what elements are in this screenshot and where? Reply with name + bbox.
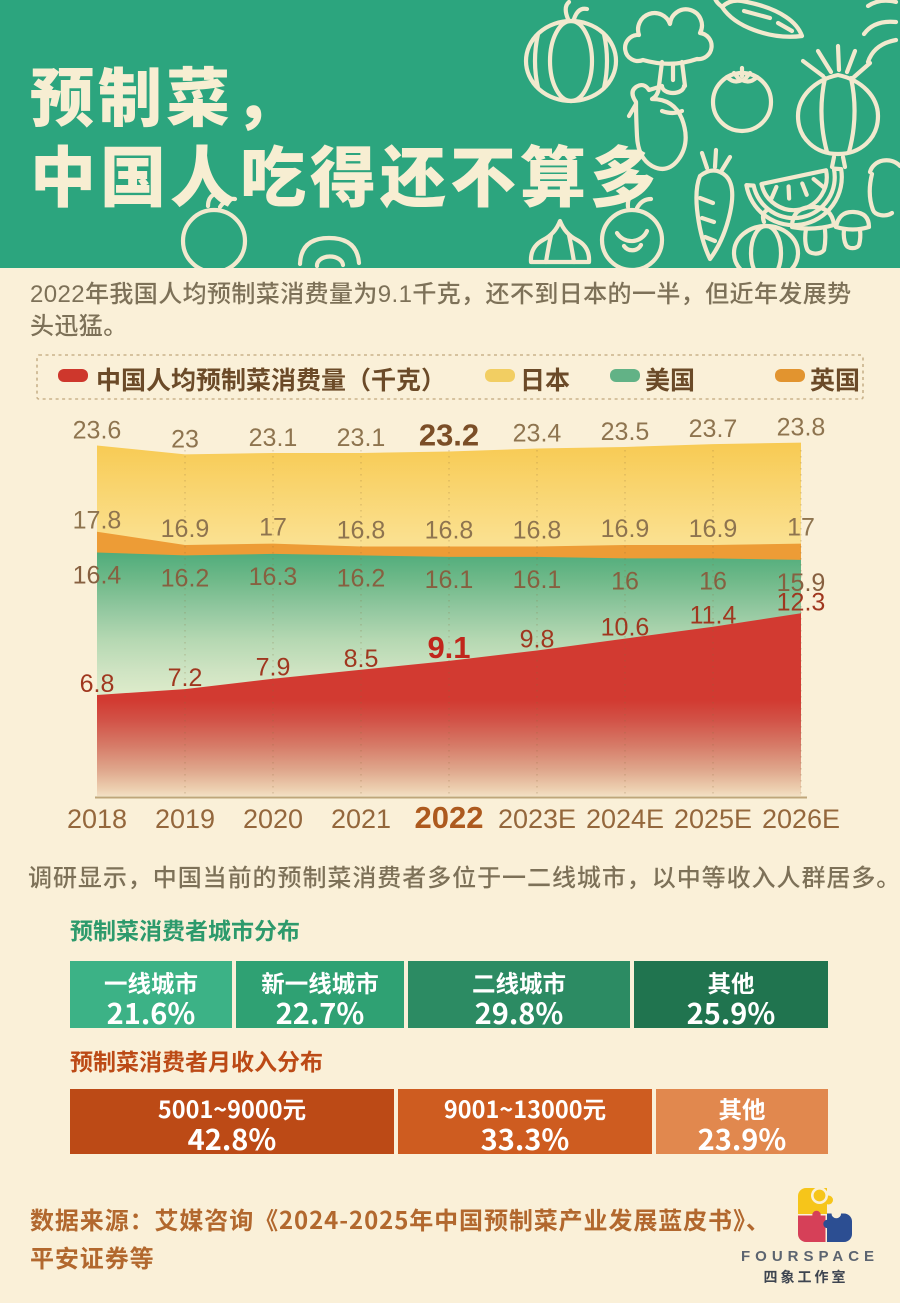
svg-text:16.3: 16.3 [249,563,298,591]
svg-text:15.9: 15.9 [777,569,826,597]
svg-text:16.1: 16.1 [425,566,474,594]
svg-text:23.8: 23.8 [777,414,826,442]
svg-text:17: 17 [259,514,287,542]
svg-text:16.9: 16.9 [601,515,650,543]
svg-text:17.8: 17.8 [73,507,122,535]
svg-text:7.9: 7.9 [256,654,291,682]
svg-text:23: 23 [171,425,199,453]
svg-text:16.8: 16.8 [425,517,474,545]
svg-text:2022: 2022 [415,800,484,835]
svg-text:16.8: 16.8 [513,517,562,545]
svg-text:16.1: 16.1 [513,566,562,594]
svg-text:12.3: 12.3 [777,588,826,616]
svg-text:2019: 2019 [155,804,215,834]
svg-text:16: 16 [611,567,639,595]
svg-text:16.2: 16.2 [337,564,386,592]
svg-text:16.4: 16.4 [73,562,122,590]
svg-text:2020: 2020 [243,804,303,834]
svg-text:2021: 2021 [331,804,391,834]
svg-text:23.2: 23.2 [419,418,479,453]
svg-text:2018: 2018 [67,804,127,834]
svg-text:23.1: 23.1 [337,424,386,452]
svg-text:23.5: 23.5 [601,418,650,446]
svg-text:17: 17 [787,514,815,542]
svg-text:9.1: 9.1 [427,630,470,665]
svg-text:23.1: 23.1 [249,424,298,452]
svg-text:16.9: 16.9 [161,515,210,543]
svg-text:2024E: 2024E [586,804,664,834]
svg-text:23.6: 23.6 [73,417,122,445]
svg-text:16.9: 16.9 [689,515,738,543]
svg-text:2023E: 2023E [498,804,576,834]
svg-text:2025E: 2025E [674,804,752,834]
svg-text:23.7: 23.7 [689,415,738,443]
svg-text:10.6: 10.6 [601,614,650,642]
svg-text:7.2: 7.2 [168,664,203,692]
svg-text:16: 16 [699,567,727,595]
svg-text:11.4: 11.4 [690,602,737,630]
svg-text:8.5: 8.5 [344,645,379,673]
svg-text:16.2: 16.2 [161,564,210,592]
svg-text:2026E: 2026E [762,804,840,834]
svg-text:6.8: 6.8 [80,670,115,698]
svg-text:16.8: 16.8 [337,517,386,545]
svg-text:9.8: 9.8 [520,626,555,654]
svg-text:23.4: 23.4 [513,420,562,448]
